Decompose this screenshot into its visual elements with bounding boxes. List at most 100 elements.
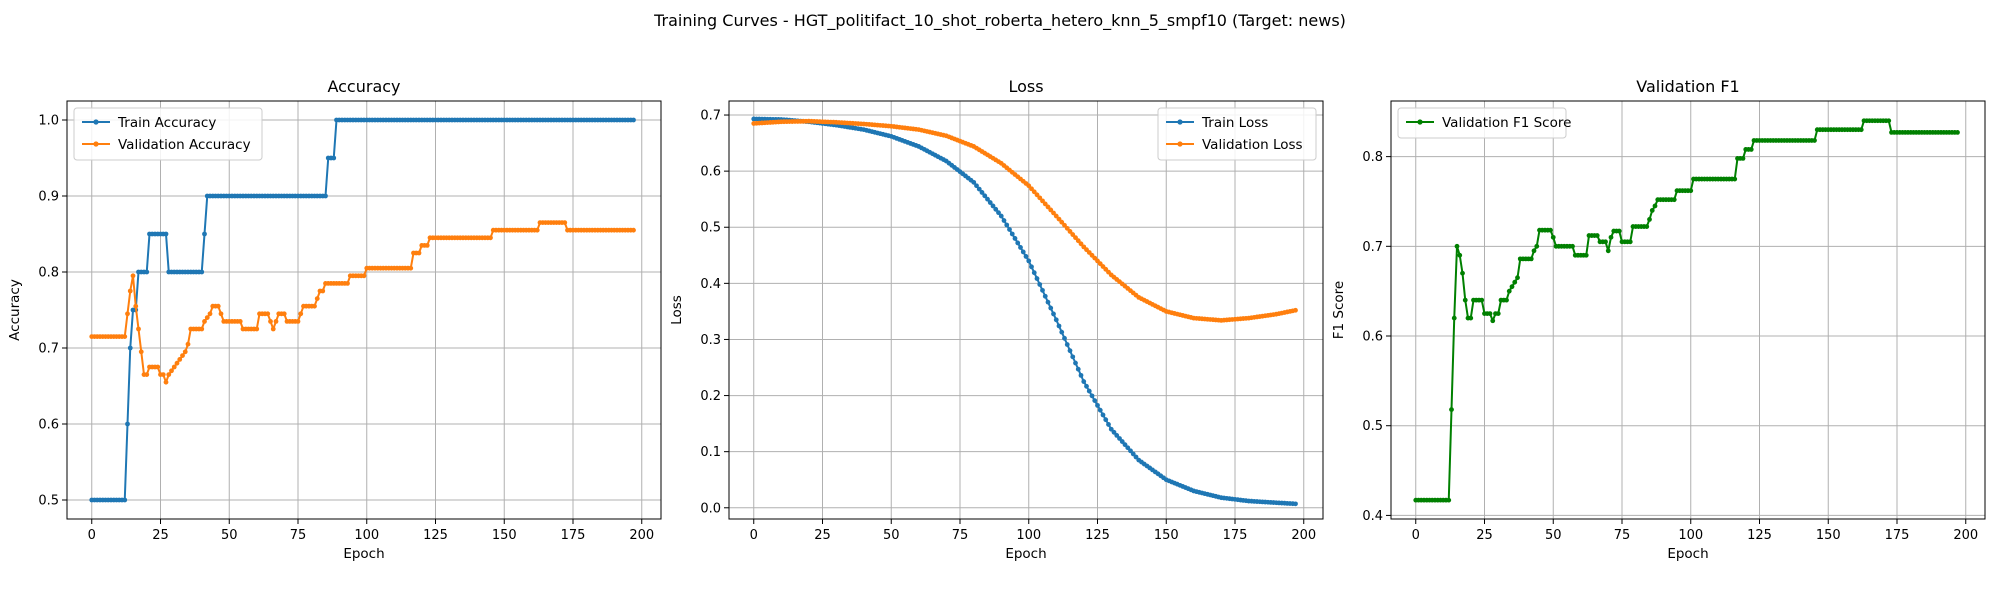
x-tick-label: 75 — [1614, 528, 1631, 543]
legend-entry-label: Validation Loss — [1202, 137, 1303, 153]
data-point — [1955, 129, 1960, 135]
series-0 — [89, 117, 636, 503]
legend-box — [73, 107, 263, 161]
data-point — [270, 326, 276, 332]
data-point — [1528, 256, 1534, 262]
data-point — [1583, 252, 1589, 258]
data-point — [1647, 217, 1652, 222]
data-point — [345, 281, 350, 286]
data-point — [1029, 264, 1034, 270]
data-point — [1487, 311, 1493, 316]
data-point — [323, 193, 328, 199]
data-point — [1070, 354, 1076, 360]
x-tick-label: 125 — [1085, 528, 1110, 543]
data-point — [1649, 208, 1655, 213]
data-point — [1688, 188, 1694, 194]
data-point — [1001, 218, 1007, 223]
data-point — [199, 326, 205, 332]
data-point — [180, 353, 185, 358]
x-tick-label: 25 — [152, 528, 169, 543]
data-point — [171, 364, 177, 370]
data-point — [207, 311, 213, 317]
data-point — [1495, 311, 1501, 316]
data-point — [1671, 197, 1677, 203]
data-point — [1073, 360, 1078, 366]
data-point — [1548, 227, 1553, 233]
data-point — [1009, 231, 1015, 237]
data-point — [1018, 245, 1023, 250]
data-point — [1128, 448, 1133, 454]
data-point — [1479, 297, 1485, 303]
data-point — [202, 319, 207, 324]
data-point — [1732, 176, 1738, 182]
data-point — [273, 319, 279, 324]
data-point — [144, 269, 150, 275]
data-point — [1081, 379, 1087, 384]
data-point — [1073, 235, 1078, 241]
data-point — [1100, 412, 1106, 418]
data-point — [163, 231, 169, 237]
data-point — [202, 231, 207, 237]
data-point — [1059, 219, 1065, 225]
data-point — [993, 206, 999, 212]
data-point — [631, 227, 636, 233]
data-point — [1089, 393, 1095, 399]
x-tick-label: 125 — [423, 528, 448, 543]
data-point — [971, 179, 977, 185]
series-1 — [751, 118, 1298, 323]
data-point — [1570, 243, 1575, 249]
data-point — [1075, 238, 1081, 244]
subplots-container: 0 25 50 75 100 125 150 175 200 0.5 0.6 0.7 0.8 0.9 1.0… — [7, 77, 1986, 562]
data-point — [1293, 501, 1298, 507]
x-tick-label: 100 — [354, 528, 379, 543]
legend-box — [1157, 107, 1317, 161]
data-point — [1531, 248, 1537, 254]
y-tick-label: 0.6 — [700, 165, 721, 180]
data-point — [254, 326, 260, 332]
data-point — [1748, 147, 1754, 152]
y-tick-label: 0.8 — [38, 266, 59, 281]
series-0 — [751, 116, 1298, 507]
data-point — [534, 227, 540, 233]
data-point — [1007, 227, 1012, 232]
data-point — [1078, 372, 1084, 378]
data-point — [1037, 282, 1043, 287]
data-point — [1070, 232, 1076, 237]
y-tick-label: 0.6 — [1362, 330, 1383, 345]
data-point — [1053, 317, 1059, 323]
data-point — [1111, 429, 1117, 435]
x-tick-label: 175 — [1885, 528, 1910, 543]
data-point — [1886, 118, 1892, 124]
axes-frame — [1390, 100, 1986, 520]
data-point — [1086, 388, 1092, 394]
data-point — [1550, 234, 1556, 240]
data-point — [1078, 241, 1084, 247]
data-point — [1023, 254, 1029, 259]
data-point — [1627, 239, 1633, 245]
x-tick-label: 150 — [1816, 528, 1841, 543]
data-point — [1490, 318, 1496, 324]
x-tick-label: 50 — [1545, 528, 1562, 543]
data-point — [1512, 279, 1518, 285]
x-tick-label: 0 — [1412, 528, 1420, 543]
data-point — [218, 311, 224, 317]
data-point — [1040, 287, 1045, 293]
data-point — [331, 155, 337, 161]
x-axis-label: Epoch — [1667, 546, 1708, 562]
data-point — [281, 311, 287, 317]
data-point — [979, 190, 985, 195]
data-point — [996, 210, 1001, 216]
subplot-title: Loss — [1008, 77, 1043, 96]
data-point — [1059, 329, 1065, 335]
x-tick-label: 200 — [1291, 528, 1316, 543]
legend: Train Loss Validation Loss — [1157, 107, 1317, 161]
data-point — [1084, 383, 1089, 389]
data-point — [1097, 407, 1103, 413]
data-point — [177, 357, 183, 362]
data-point — [1119, 439, 1125, 444]
data-point — [1064, 225, 1070, 231]
legend: Train Accuracy Validation Accuracy — [73, 107, 263, 161]
x-tick-label: 200 — [1953, 528, 1978, 543]
data-point — [1122, 442, 1128, 448]
x-tick-label: 25 — [1476, 528, 1493, 543]
